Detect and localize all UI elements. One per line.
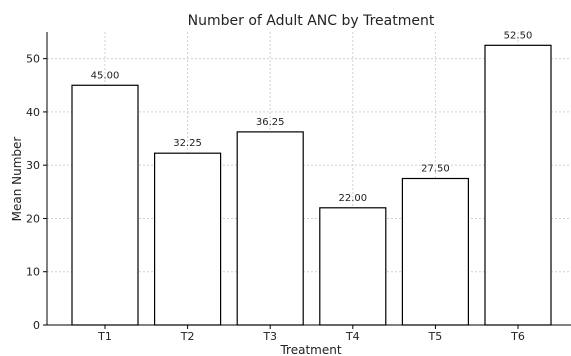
- data-label-t3: 36.25: [256, 117, 285, 128]
- bar-t4: [319, 207, 387, 326]
- data-label-t4: 22.00: [338, 193, 367, 204]
- axes: 0 10 20 30 40 50 T1 T2 T3 T4 T5 T6: [26, 32, 571, 343]
- y-tick-label: 50: [26, 53, 40, 66]
- x-tick-label: T6: [510, 330, 525, 343]
- bar-t5: [401, 177, 469, 326]
- x-tick-label: T1: [97, 330, 112, 343]
- x-tick-label: T5: [428, 330, 443, 343]
- chart-title: Number of Adult ANC by Treatment: [188, 13, 435, 29]
- bar-t2: [154, 152, 222, 326]
- bar-t3: [236, 131, 304, 326]
- bar-t6: [484, 44, 552, 326]
- bars: [71, 44, 552, 326]
- y-tick-label: 0: [33, 319, 40, 332]
- data-label-t5: 27.50: [421, 164, 450, 175]
- data-label-t1: 45.00: [91, 70, 120, 81]
- x-axis-title: Treatment: [279, 343, 341, 356]
- y-tick-label: 30: [26, 159, 40, 172]
- data-label-t2: 32.25: [173, 138, 202, 149]
- y-axis-title: Mean Number: [10, 137, 24, 222]
- bar-t1: [71, 84, 139, 326]
- y-tick-label: 40: [26, 106, 40, 119]
- x-tick-label: T4: [345, 330, 360, 343]
- y-tick-label: 20: [26, 212, 40, 225]
- x-tick-label: T3: [262, 330, 277, 343]
- y-tick-label: 10: [26, 266, 40, 279]
- data-labels: 45.00 32.25 36.25 22.00 27.50 52.50: [91, 30, 533, 203]
- data-label-t6: 52.50: [504, 30, 533, 41]
- x-tick-label: T2: [180, 330, 195, 343]
